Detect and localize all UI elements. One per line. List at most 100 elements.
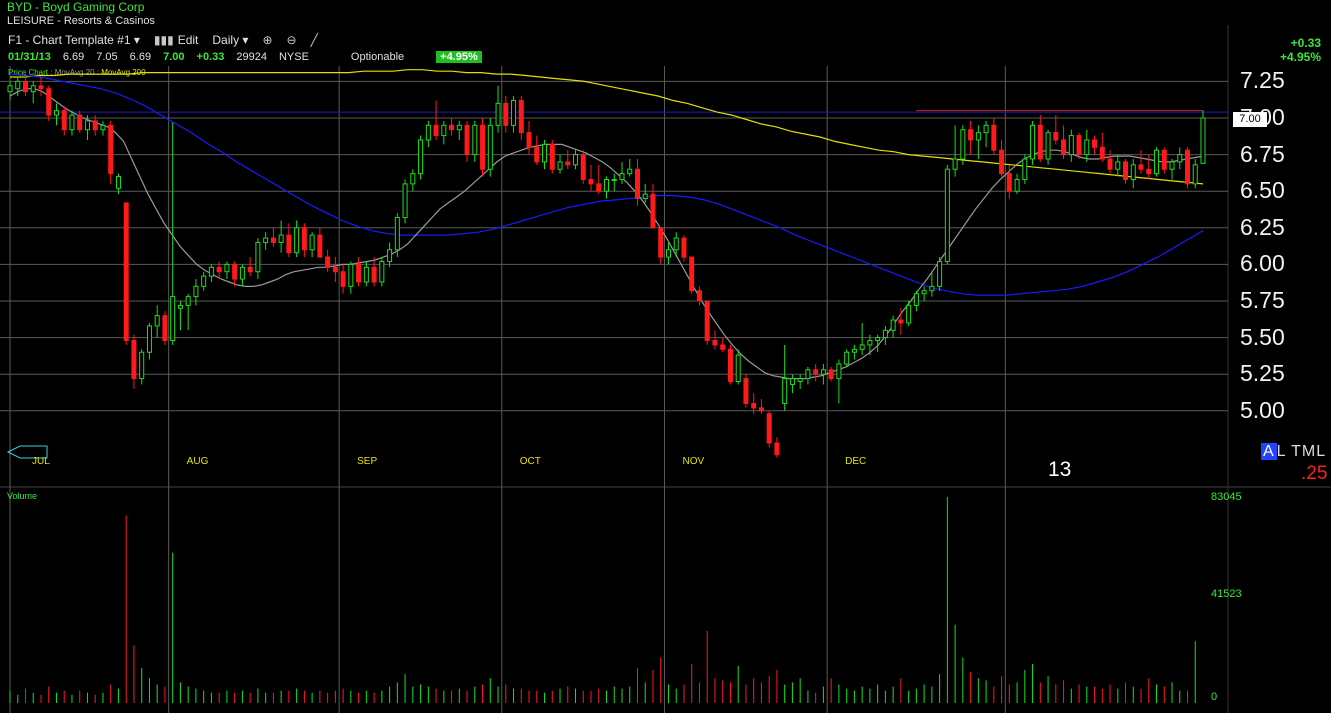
candle-body [1045,132,1051,160]
candle-body [170,296,176,342]
candle-body [751,402,757,409]
candle-body [263,237,269,243]
sector-label: LEISURE - Resorts & Casinos [7,15,155,27]
candle-body [1123,161,1129,180]
candle-body [836,363,842,380]
candle-body [704,300,710,342]
candle-body [735,354,741,383]
scroll-handle-icon [6,445,48,459]
candle-body [61,110,67,131]
candle-body [1107,158,1113,170]
template-dropdown[interactable]: F1 - Chart Template #1 ▾ [8,33,140,47]
candle-body [77,114,83,131]
template-label: F1 - Chart Template #1 [8,33,131,47]
zoom-out-icon[interactable]: ⊖ [286,33,297,47]
candle-body [224,263,230,273]
candle-body [108,124,114,175]
candle-body [1068,135,1074,156]
candle-body [387,249,393,262]
candle-body [433,124,439,137]
candle-body [999,149,1005,175]
candle-body [69,114,75,131]
y-tick-label: 6.75 [1240,140,1285,167]
candle-body [363,266,369,283]
candle-body [1037,124,1043,160]
candle-body [1161,149,1167,170]
last-price-tag: 7.00 [1233,112,1267,127]
symbol-title: BYD - Boyd Gaming Corp [7,0,145,14]
candle-body [596,183,602,192]
y-tick-label: 6.50 [1240,177,1285,204]
y-tick-label: 7.25 [1240,67,1285,94]
candle-body [348,263,354,287]
month-label: DEC [845,456,867,467]
candle-body [379,260,385,283]
candle-body [789,378,795,385]
candle-body [92,120,98,131]
candle-body [549,143,555,170]
candle-body [534,146,540,163]
interval-dropdown[interactable]: Daily ▾ [212,33,248,47]
month-label: OCT [519,456,541,467]
candle-body [851,348,857,353]
candle-body [580,154,586,180]
candle-body [216,266,222,273]
candle-body [1076,135,1082,156]
candle-body [115,176,121,189]
legend-ma200: : MovAvg 200 [96,68,146,77]
candle-body [991,124,997,151]
candle-body [983,124,989,134]
candle-body [1030,124,1036,160]
candle-body [968,129,974,141]
candle-body [758,407,764,412]
candle-body [464,124,470,156]
candle-body [487,124,493,170]
volume-label: Volume [7,491,38,501]
candle-body [906,304,912,324]
edit-button[interactable]: ▮▮▮ Edit [154,33,199,47]
y-tick-label: 5.75 [1240,287,1285,313]
candle-body [22,80,28,93]
candle-body [1099,146,1105,160]
candle-body [1006,173,1012,192]
ma50-line [9,73,1204,296]
candle-body [712,340,718,346]
candle-body [937,260,943,287]
candle-body [154,315,160,327]
candle-body [325,256,331,268]
candle-body [867,340,873,346]
candle-body [820,369,826,375]
quote-exchange: NYSE [278,51,309,63]
altml-rest[interactable]: L TML [1276,443,1327,460]
candle-body [720,344,726,350]
bars-icon: ▮▮▮ [153,33,174,47]
zoom-in-icon[interactable]: ⊕ [262,33,273,47]
candle-body [813,369,819,375]
candle-body [1115,161,1121,170]
quote-bar: 01/31/13 6.69 7.05 6.69 7.00 +0.33 29924… [8,51,494,63]
candle-body [975,132,981,141]
candle-body [449,124,455,131]
candle-body [46,88,52,116]
candle-body [743,378,749,404]
candle-body [673,237,679,251]
candle-body [1146,168,1152,175]
chart-legend: Price Chart : MovAvg 20 : MovAvg 200 [8,68,146,77]
optionable-label: Optionable [350,51,405,63]
candle-body [1130,164,1136,180]
draw-line-icon[interactable]: ╱ [310,33,318,47]
ma200-line [10,69,1204,185]
quote-low: 6.69 [129,51,152,63]
candle-body [38,85,44,90]
candle-body [665,249,671,258]
candle-body [193,285,199,298]
quote-date: 01/31/13 [8,51,51,63]
candle-body [511,99,517,126]
candle-body [356,263,362,283]
candle-body [1022,158,1028,180]
altml-a[interactable]: A [1261,443,1277,460]
candle-body [913,293,919,306]
candle-body [557,161,563,170]
